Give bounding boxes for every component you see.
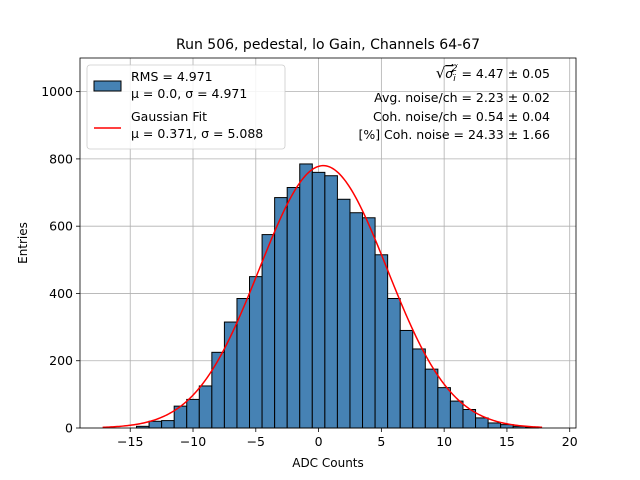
y-tick-label: 0 <box>65 421 73 436</box>
legend-box <box>86 64 286 150</box>
legend-label-histogram-stats: μ = 0.0, σ = 4.971 <box>131 86 247 101</box>
x-tick-label: −10 <box>180 434 206 449</box>
chart-title: Run 506, pedestal, lo Gain, Channels 64-… <box>176 37 480 53</box>
legend-patch-histogram <box>93 80 122 92</box>
histogram-bar <box>261 234 276 429</box>
histogram-bars <box>136 163 539 429</box>
histogram-bar <box>349 212 364 429</box>
histogram-bar <box>249 276 263 429</box>
histogram-bar <box>274 197 288 429</box>
y-axis-ticks: 0 200 400 600 800 1000 <box>41 84 80 436</box>
histogram-bar <box>362 217 376 429</box>
histogram-bar <box>223 321 238 429</box>
histogram-bar <box>412 348 426 429</box>
histogram-bar <box>487 422 502 429</box>
histogram-bar <box>424 368 439 429</box>
y-tick-label: 200 <box>49 353 73 368</box>
x-axis-ticks: −15 −10 −5 0 5 10 15 20 <box>117 428 578 449</box>
x-tick-label: −5 <box>247 434 265 449</box>
legend-label-histogram: RMS = 4.971 <box>131 69 213 84</box>
histogram-bar <box>299 163 313 429</box>
histogram-bar <box>449 400 464 429</box>
histogram-bar <box>198 385 213 429</box>
histogram-bar <box>475 417 489 429</box>
annotations: √σi2 = 4.47 ± 0.05 Avg. noise/ch = 2.23 … <box>358 64 550 142</box>
x-tick-label: 0 <box>315 434 323 449</box>
histogram-bar <box>387 298 401 429</box>
y-tick-label: 600 <box>49 219 73 234</box>
legend-label-fit-stats: μ = 0.371, σ = 5.088 <box>131 126 263 141</box>
histogram-bar <box>311 171 326 429</box>
histogram-bar <box>374 254 389 429</box>
x-tick-label: 10 <box>436 434 452 449</box>
annotation-sigma: √σi2 = 4.47 ± 0.05 <box>436 64 550 84</box>
annotation-coh-noise: Coh. noise/ch = 0.54 ± 0.04 <box>373 109 550 124</box>
histogram-bar <box>399 329 414 429</box>
histogram-bar <box>336 198 351 429</box>
histogram-bar <box>161 420 175 429</box>
annotation-avg-noise: Avg. noise/ch = 2.23 ± 0.02 <box>374 90 550 105</box>
histogram-bar <box>437 387 451 429</box>
x-tick-label: 20 <box>562 434 578 449</box>
x-tick-label: −15 <box>117 434 143 449</box>
plot-frame <box>79 57 577 429</box>
histogram-bar <box>324 175 338 429</box>
x-axis-label: ADC Counts <box>292 456 364 470</box>
annotation-coh-noise-percent: [%] Coh. noise = 24.33 ± 1.66 <box>358 127 550 142</box>
histogram-bar <box>186 398 200 429</box>
legend-label-fit: Gaussian Fit <box>131 109 207 124</box>
y-tick-label: 800 <box>49 151 73 166</box>
histogram-bar <box>211 351 225 429</box>
y-tick-label: 400 <box>49 286 73 301</box>
gaussian-fit-curve <box>102 164 543 429</box>
y-axis-label: Entries <box>16 222 30 264</box>
x-tick-label: 15 <box>499 434 515 449</box>
legend: RMS = 4.971 μ = 0.0, σ = 4.971 Gaussian … <box>86 64 286 150</box>
x-tick-label: 5 <box>377 434 385 449</box>
histogram-bar <box>286 187 301 429</box>
y-tick-label: 1000 <box>41 84 73 99</box>
histogram-bar <box>148 420 163 429</box>
